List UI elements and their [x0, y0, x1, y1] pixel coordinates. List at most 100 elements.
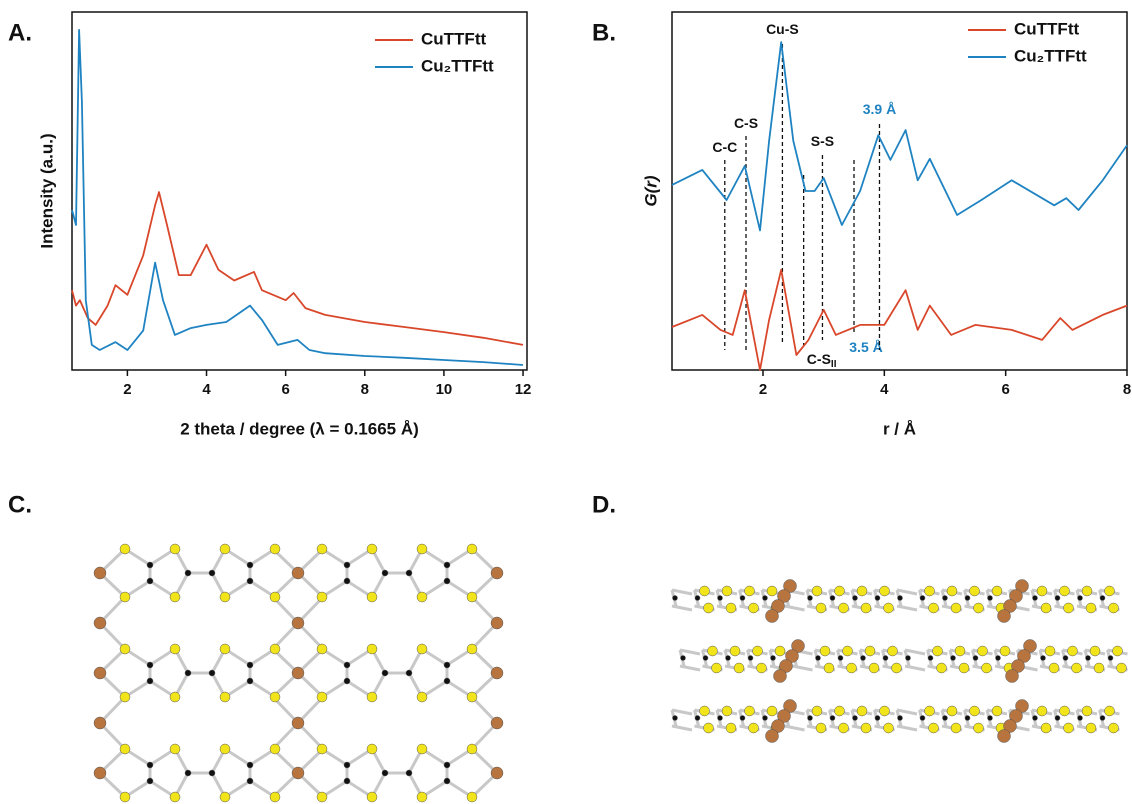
atom — [700, 706, 710, 716]
x-tick-label: 10 — [436, 381, 453, 398]
atom — [444, 762, 450, 768]
atom — [247, 762, 253, 768]
atom — [740, 596, 745, 601]
atom — [925, 706, 935, 716]
atom — [767, 586, 777, 596]
atom — [933, 646, 943, 656]
atom — [491, 767, 503, 779]
atom — [703, 656, 708, 661]
atom — [147, 662, 153, 668]
x-tick-label: 6 — [1001, 381, 1009, 398]
atom — [417, 544, 427, 554]
atom — [998, 610, 1011, 623]
atom — [120, 644, 130, 654]
atom — [816, 603, 826, 613]
atom — [920, 716, 925, 721]
atom — [1105, 586, 1115, 596]
atom — [491, 617, 503, 629]
atom — [681, 656, 686, 661]
atom — [417, 692, 427, 702]
atom — [771, 656, 776, 661]
atom — [247, 778, 253, 784]
atom — [853, 716, 858, 721]
atom — [147, 578, 153, 584]
atom — [992, 586, 1002, 596]
atom — [1000, 646, 1010, 656]
atom — [947, 586, 957, 596]
atom — [704, 723, 714, 733]
atom — [1064, 603, 1074, 613]
atom — [861, 603, 871, 613]
atom — [1100, 596, 1105, 601]
atom — [726, 603, 736, 613]
atom — [444, 578, 450, 584]
atom — [763, 716, 768, 721]
atom — [988, 716, 993, 721]
x-tick-label: 8 — [361, 381, 369, 398]
bond — [793, 666, 813, 670]
atom — [247, 562, 253, 568]
atom — [726, 656, 731, 661]
panel-label: A. — [8, 19, 32, 46]
atom — [467, 792, 477, 802]
atom — [417, 644, 427, 654]
atom — [816, 656, 821, 661]
atom — [94, 617, 106, 629]
atom — [185, 770, 191, 776]
atom — [491, 717, 503, 729]
annotation-text: C-S — [807, 351, 831, 367]
atom — [491, 667, 503, 679]
series-line — [72, 30, 523, 365]
atom — [875, 596, 880, 601]
atom — [767, 706, 777, 716]
atom — [147, 678, 153, 684]
bond — [680, 666, 700, 670]
bond — [905, 666, 925, 670]
atom — [853, 596, 858, 601]
atom — [888, 646, 898, 656]
atom — [120, 544, 130, 554]
x-tick-label: 6 — [281, 381, 289, 398]
atom — [270, 692, 280, 702]
atom — [749, 603, 759, 613]
atom — [292, 717, 304, 729]
atom — [808, 596, 813, 601]
atom — [1041, 656, 1046, 661]
atom — [170, 692, 180, 702]
atom — [247, 678, 253, 684]
atom — [1045, 646, 1055, 656]
atom — [1041, 723, 1051, 733]
annotation-label: 3.5 Å — [849, 339, 882, 355]
atom — [951, 723, 961, 733]
atom — [1037, 586, 1047, 596]
atom — [695, 596, 700, 601]
atom — [170, 544, 180, 554]
atom — [220, 644, 230, 654]
atom — [467, 644, 477, 654]
atom — [745, 706, 755, 716]
atom — [766, 730, 779, 743]
atom — [1113, 646, 1123, 656]
atom — [344, 778, 350, 784]
atom — [925, 586, 935, 596]
atom — [444, 662, 450, 668]
atom — [406, 570, 412, 576]
atom — [763, 596, 768, 601]
atom — [292, 667, 304, 679]
atom — [94, 567, 106, 579]
atom — [970, 706, 980, 716]
atom — [749, 723, 759, 733]
atom — [898, 596, 903, 601]
annotation-label: C-S — [734, 115, 758, 131]
bond — [672, 710, 692, 714]
atom — [929, 603, 939, 613]
atom — [1055, 716, 1060, 721]
atom — [812, 586, 822, 596]
atom — [748, 656, 753, 661]
atom — [951, 656, 956, 661]
atom — [317, 744, 327, 754]
atom — [906, 656, 911, 661]
atom — [1033, 716, 1038, 721]
atom — [344, 562, 350, 568]
atom — [1049, 663, 1059, 673]
